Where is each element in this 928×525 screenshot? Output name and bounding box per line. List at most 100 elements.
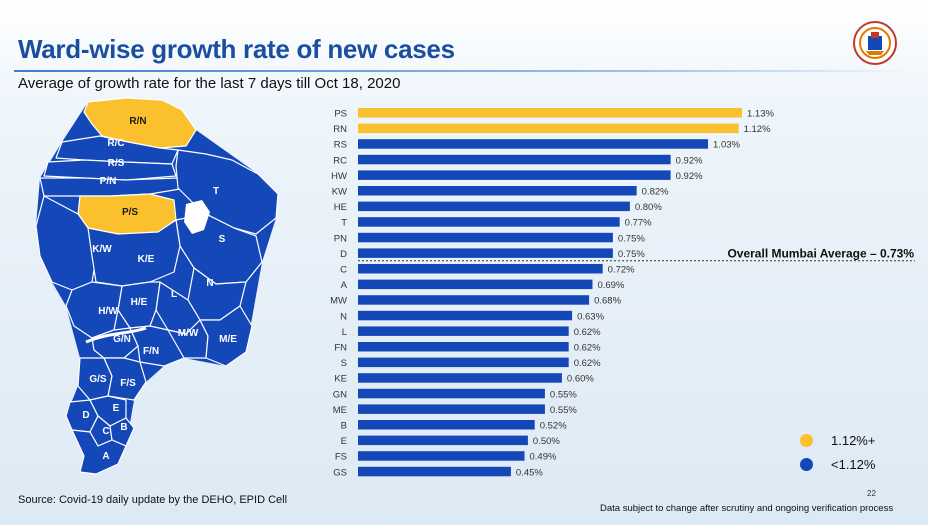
category-label-d: D xyxy=(340,249,347,260)
value-label-l: 0.62% xyxy=(574,327,601,338)
category-label-a: A xyxy=(341,280,348,291)
ward-label-g-s: G/S xyxy=(89,374,107,385)
ward-label-f-s: F/S xyxy=(120,378,136,389)
bar-a xyxy=(358,279,593,290)
category-label-b: B xyxy=(341,421,347,432)
ward-label-s: S xyxy=(219,234,226,245)
legend-item-high: 1.12%+ xyxy=(800,432,875,448)
ward-label-p-n: P/N xyxy=(100,176,117,187)
value-label-pn: 0.75% xyxy=(618,233,645,244)
title-divider xyxy=(14,70,914,72)
category-label-c: C xyxy=(340,265,347,276)
category-label-e: E xyxy=(341,436,347,447)
disclaimer-note: Data subject to change after scrutiny an… xyxy=(600,503,894,514)
bar-me xyxy=(358,404,545,414)
value-label-me: 0.55% xyxy=(550,405,577,416)
bars xyxy=(358,108,742,477)
bar-c xyxy=(358,264,603,274)
bar-rc xyxy=(358,154,671,165)
legend-dot-high xyxy=(800,433,813,447)
value-label-s: 0.62% xyxy=(574,358,601,369)
category-label-rn: RN xyxy=(333,124,347,135)
bar-s xyxy=(358,357,569,368)
value-label-hw: 0.92% xyxy=(676,171,703,182)
category-label-n: N xyxy=(340,311,347,322)
value-label-c: 0.72% xyxy=(608,265,635,276)
ward-label-p-s: P/S xyxy=(122,207,138,218)
category-label-s: S xyxy=(341,358,347,369)
category-label-fn: FN xyxy=(334,343,347,354)
ward-region-r-c xyxy=(55,135,179,165)
legend-dot-low xyxy=(800,457,813,471)
slide-subtitle: Average of growth rate for the last 7 da… xyxy=(18,75,401,92)
value-label-d: 0.75% xyxy=(618,249,645,260)
bar-he xyxy=(358,201,630,212)
category-label-kw: KW xyxy=(332,187,347,198)
map-labels: R/N R/C R/S P/N P/S T S K/W K/E N L H/E H/W G/N F/N M/W… xyxy=(82,116,237,462)
ward-label-m-w: M/W xyxy=(178,328,199,339)
ward-label-h-e: H/E xyxy=(131,297,148,308)
category-label-l: L xyxy=(342,327,347,338)
value-label-ps: 1.13% xyxy=(747,109,774,120)
value-label-rn: 1.12% xyxy=(744,124,771,135)
value-label-n: 0.63% xyxy=(577,311,604,322)
bar-b xyxy=(358,420,535,430)
category-labels: PS RN RS RC HW KW HE T PN DCA MW NL FN S KE GN ME BE FS GS xyxy=(330,109,348,479)
bar-rs xyxy=(358,139,709,149)
value-label-rc: 0.92% xyxy=(676,155,703,166)
value-label-t: 0.77% xyxy=(625,218,652,229)
ward-label-a: A xyxy=(102,451,109,462)
ward-label-k-e: K/E xyxy=(138,254,155,265)
bar-gn xyxy=(358,388,545,399)
value-label-he: 0.80% xyxy=(635,202,662,213)
ward-label-r-s: R/S xyxy=(108,158,125,169)
ward-label-l: L xyxy=(171,289,177,300)
lake-shape xyxy=(184,200,210,234)
bar-kw xyxy=(358,186,637,196)
category-label-me: ME xyxy=(333,405,347,416)
bar-gs xyxy=(358,466,511,477)
category-label-gn: GN xyxy=(333,389,347,400)
ward-region-p-n xyxy=(39,177,187,197)
ward-label-g-n: G/N xyxy=(113,334,131,345)
value-label-e: 0.50% xyxy=(533,436,560,447)
ward-region-r-s xyxy=(43,159,177,181)
ward-label-m-e: M/E xyxy=(219,334,237,345)
category-label-rs: RS xyxy=(334,140,347,151)
ward-label-r-n: R/N xyxy=(129,116,146,127)
bar-pn xyxy=(358,232,613,243)
value-label-ke: 0.60% xyxy=(567,374,594,385)
ward-map: R/N R/C R/S P/N P/S T S K/W K/E N L H/E H/W G/N F/N M/W… xyxy=(35,97,279,475)
mumbai-average-label: Overall Mumbai Average – 0.73% xyxy=(727,247,914,261)
bmc-seal-icon xyxy=(853,21,897,65)
category-label-ps: PS xyxy=(334,109,347,120)
bar-mw xyxy=(358,295,590,305)
bar-rn xyxy=(358,123,739,134)
category-label-mw: MW xyxy=(330,296,347,307)
ward-label-r-c: R/C xyxy=(107,138,124,149)
value-label-gn: 0.55% xyxy=(550,389,577,400)
map-polygons xyxy=(35,97,279,475)
category-label-pn: PN xyxy=(334,233,347,244)
category-label-hw: HW xyxy=(331,171,347,182)
value-label-gs: 0.45% xyxy=(516,467,543,478)
bar-ke xyxy=(358,373,562,383)
legend-label-high: 1.12%+ xyxy=(831,432,876,448)
bar-ps xyxy=(358,108,742,118)
bar-fn xyxy=(358,342,569,352)
ward-label-t: T xyxy=(213,186,219,197)
ward-label-h-w: H/W xyxy=(98,306,118,317)
ward-label-e: E xyxy=(113,403,120,414)
legend-item-low: <1.12% xyxy=(800,456,875,472)
ward-region-h-e xyxy=(117,281,161,329)
bar-e xyxy=(358,435,528,446)
ward-label-f-n: F/N xyxy=(143,346,159,357)
legend-label-low: <1.12% xyxy=(831,456,876,472)
ward-region-t xyxy=(175,149,279,235)
value-label-rs: 1.03% xyxy=(713,140,740,151)
ward-region-f-s xyxy=(103,357,147,401)
ward-region-b xyxy=(109,417,135,447)
ward-label-n: N xyxy=(206,278,213,289)
bar-fs xyxy=(358,451,525,461)
